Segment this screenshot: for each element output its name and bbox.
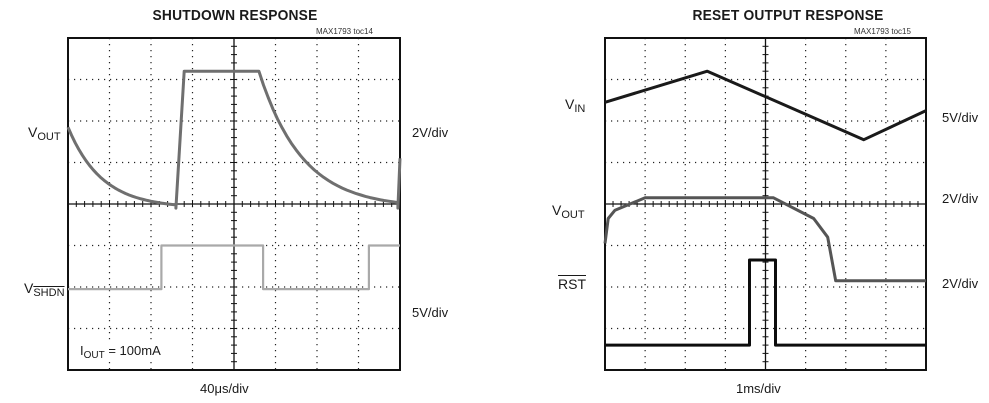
- channel-label-vout: VOUT: [28, 124, 61, 143]
- channel-scale-vshdn: 5V/div: [412, 305, 449, 320]
- channel-label-vshdn: VSHDN: [24, 280, 65, 299]
- chart-title: RESET OUTPUT RESPONSE: [692, 7, 884, 24]
- channel-scale-vin: 5V/div: [942, 110, 979, 125]
- figure-code: MAX1793 toc14: [316, 27, 373, 36]
- plot-frame: [604, 37, 927, 371]
- channel-label-rst: RST: [558, 276, 586, 292]
- figure-code: MAX1793 toc15: [854, 27, 911, 36]
- trace-rst: [605, 258, 926, 347]
- timebase-label: 40μs/div: [200, 381, 249, 396]
- channel-scale-vout: 2V/div: [412, 125, 449, 140]
- reset-plot: [603, 37, 927, 371]
- channel-label-vout: VOUT: [552, 202, 585, 221]
- trace-in: [604, 69, 927, 142]
- channel-label-vin: VIN: [565, 96, 586, 115]
- shutdown-plot: [66, 37, 402, 371]
- trace-out: [66, 69, 402, 210]
- load-current-annotation: IOUT = 100mA: [80, 343, 161, 361]
- graticule: [604, 37, 927, 371]
- chart-title: SHUTDOWN RESPONSE: [152, 7, 318, 24]
- graticule: [67, 37, 401, 371]
- channel-scale-vout: 2V/div: [942, 191, 979, 206]
- shutdown-response-chart: SHUTDOWN RESPONSE MAX1793 toc14 VOUT VSH…: [24, 7, 449, 396]
- plot-frame: [67, 37, 401, 371]
- trace-out: [603, 196, 926, 283]
- reset-output-response-chart: RESET OUTPUT RESPONSE MAX1793 toc15 VIN …: [500, 0, 989, 403]
- trace-shdn: [68, 244, 400, 291]
- channel-scale-rst: 2V/div: [942, 276, 979, 291]
- timebase-label: 1ms/div: [736, 381, 781, 396]
